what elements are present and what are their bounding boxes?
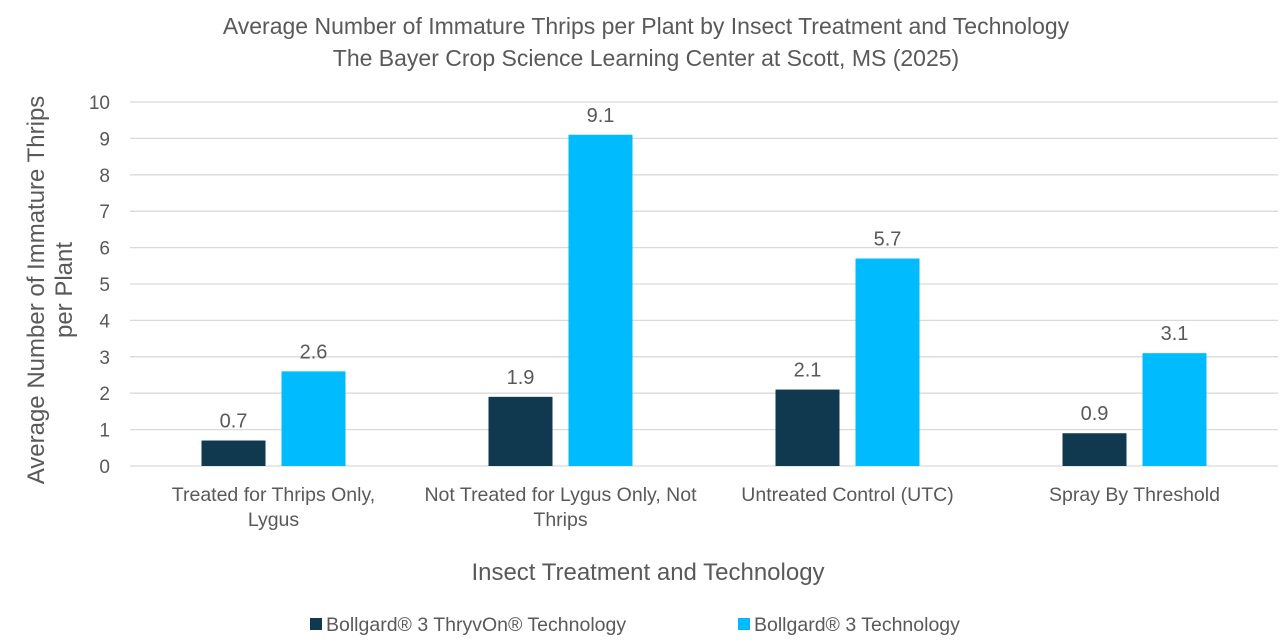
y-tick-label: 7 [99, 202, 110, 223]
y-tick-label: 4 [99, 311, 110, 332]
bar [775, 389, 840, 466]
x-tick-label: Spray By Threshold [1049, 484, 1220, 506]
y-tick-label: 3 [99, 348, 110, 369]
data-label: 0.9 [1081, 403, 1109, 425]
bar [488, 396, 553, 466]
data-label: 5.7 [874, 229, 902, 251]
data-label: 2.6 [300, 341, 328, 363]
x-tick-label: Treated for Thrips Only, [172, 484, 375, 506]
y-tick-label: 0 [99, 457, 110, 478]
bar [1142, 353, 1207, 466]
x-tick-label: Thrips [533, 509, 587, 531]
chart-subtitle: The Bayer Crop Science Learning Center a… [333, 45, 959, 71]
x-axis-title: Insect Treatment and Technology [471, 559, 824, 586]
y-tick-label: 9 [99, 129, 110, 150]
data-label: 1.9 [507, 367, 535, 389]
x-tick-label: Not Treated for Lygus Only, Not [424, 484, 697, 506]
data-label: 3.1 [1161, 323, 1189, 345]
legend-label: Bollgard® 3 Technology [754, 614, 960, 636]
legend: Bollgard® 3 ThryvOn® Technology Bollgard®… [310, 614, 960, 636]
chart-title: Average Number of Immature Thrips per Pl… [223, 13, 1070, 39]
data-labels: 0.7 2.6 1.9 9.1 2.1 5.7 0.9 3.1 [220, 105, 1189, 433]
bar [855, 258, 920, 466]
y-tick-label: 5 [99, 275, 110, 296]
y-tick-label: 1 [99, 421, 110, 442]
bar [568, 134, 633, 466]
x-tick-labels: Treated for Thrips Only, Lygus Not Treated… [172, 484, 1220, 531]
data-label: 0.7 [220, 411, 248, 433]
y-tick-label: 10 [89, 93, 110, 114]
y-tick-label: 8 [99, 166, 110, 187]
bar [1062, 433, 1127, 466]
y-tick-labels: 0 1 2 3 4 5 6 7 8 9 10 [89, 93, 111, 478]
legend-label: Bollgard® 3 ThryvOn® Technology [326, 614, 626, 636]
y-axis-title: Average Number of Immature Thripsper Pla… [23, 96, 78, 485]
bar [201, 440, 266, 466]
legend-swatch [310, 618, 322, 630]
y-tick-label: 2 [99, 384, 110, 405]
y-tick-label: 6 [99, 239, 110, 260]
bar [281, 371, 346, 466]
data-label: 9.1 [587, 105, 615, 127]
x-tick-label: Lygus [248, 509, 300, 531]
legend-swatch [738, 618, 750, 630]
data-label: 2.1 [794, 360, 822, 382]
bars [201, 134, 1207, 466]
x-tick-label: Untreated Control (UTC) [741, 484, 953, 506]
